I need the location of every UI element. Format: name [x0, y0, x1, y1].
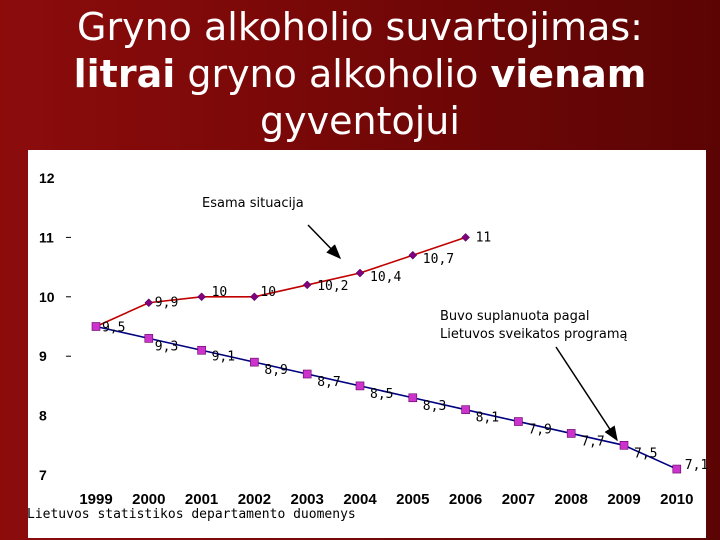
planned-data-point	[461, 405, 470, 414]
planned-data-label: 7,5	[634, 446, 657, 461]
planned-data-point	[355, 381, 365, 391]
planned-data-label: 9,1	[212, 349, 235, 364]
planned-data-point	[144, 334, 154, 343]
planned-data-label: 8,9	[264, 363, 287, 378]
title-middle: gryno alkoholio	[175, 52, 491, 96]
planned-data-label: 7,1	[685, 458, 708, 473]
x-tick-label: 2000	[132, 491, 165, 508]
source-note: Lietuvos statistikos departamento duomen…	[27, 507, 356, 522]
annotation-planned-arrow	[555, 346, 618, 442]
y-tick-label: 10	[39, 289, 55, 305]
planned-data-label: 8,1	[476, 411, 499, 426]
x-tick-label: 1999	[79, 491, 112, 508]
actual-data-point	[408, 250, 418, 260]
annotation-planned-line-2: Lietuvos sveikatos programą	[440, 327, 628, 342]
actual-data-label: 10,7	[423, 252, 454, 267]
annotation-current: Esama situacija	[202, 196, 304, 211]
annotation-current-arrow	[307, 224, 342, 260]
slide-title: Gryno alkoholio suvartojimas: litrai gry…	[0, 4, 720, 145]
planned-series-line	[95, 325, 678, 470]
actual-data-label: 10	[260, 285, 276, 300]
x-tick-label: 2007	[502, 491, 535, 508]
actual-data-label: 11	[476, 230, 492, 245]
planned-data-point	[619, 440, 629, 450]
planned-data-label: 7,9	[528, 423, 551, 438]
x-tick-label: 2005	[396, 491, 429, 508]
chart-panel	[28, 150, 706, 538]
x-tick-label: 2009	[607, 491, 640, 508]
x-tick-label: 2006	[449, 491, 482, 508]
actual-data-label: 10	[212, 285, 228, 300]
annotation-planned-line-1: Buvo suplanuota pagal	[440, 309, 589, 324]
title-line-1: Gryno alkoholio suvartojimas:	[77, 5, 643, 49]
y-tick-label: 11	[39, 229, 54, 245]
planned-data-point	[408, 393, 418, 403]
y-tick-label: 8	[39, 408, 47, 424]
planned-data-point	[197, 345, 206, 355]
actual-data-point	[355, 268, 365, 278]
planned-data-point	[91, 322, 101, 331]
y-tick-label: 12	[39, 170, 55, 186]
actual-data-label: 10,2	[317, 279, 348, 294]
x-tick-label: 2001	[185, 491, 218, 508]
planned-data-label: 8,5	[370, 387, 393, 402]
actual-series-line	[95, 236, 466, 328]
x-tick-label: 2002	[238, 491, 271, 508]
planned-data-point	[566, 429, 576, 438]
y-tick-label: 9	[39, 348, 47, 364]
x-tick-label: 2008	[555, 491, 588, 508]
actual-data-point	[302, 280, 312, 290]
planned-data-label: 8,3	[423, 399, 446, 414]
actual-data-label: 10,4	[370, 270, 401, 285]
x-tick-label: 2010	[660, 491, 693, 508]
title-line-2: litrai gryno alkoholio vienam	[0, 51, 720, 98]
title-bold-vienam: vienam	[490, 52, 647, 96]
x-tick-label: 2003	[291, 491, 324, 508]
planned-data-point	[672, 464, 682, 474]
actual-data-point	[144, 298, 154, 308]
planned-data-label: 9,5	[102, 321, 125, 336]
actual-data-point	[461, 233, 470, 242]
actual-data-point	[197, 292, 206, 302]
planned-data-point	[250, 357, 259, 367]
planned-data-point	[302, 369, 312, 379]
planned-data-label: 9,3	[155, 339, 178, 354]
title-bold-litrai: litrai	[73, 52, 176, 96]
planned-data-label: 8,7	[317, 375, 340, 390]
actual-data-point	[250, 292, 259, 302]
y-tick-label: 7	[39, 467, 47, 483]
actual-data-label: 9,9	[155, 296, 178, 311]
x-tick-label: 2004	[343, 491, 377, 508]
title-line-3: gyventojui	[260, 99, 460, 143]
planned-data-label: 7,7	[581, 434, 604, 449]
planned-data-point	[514, 417, 523, 426]
